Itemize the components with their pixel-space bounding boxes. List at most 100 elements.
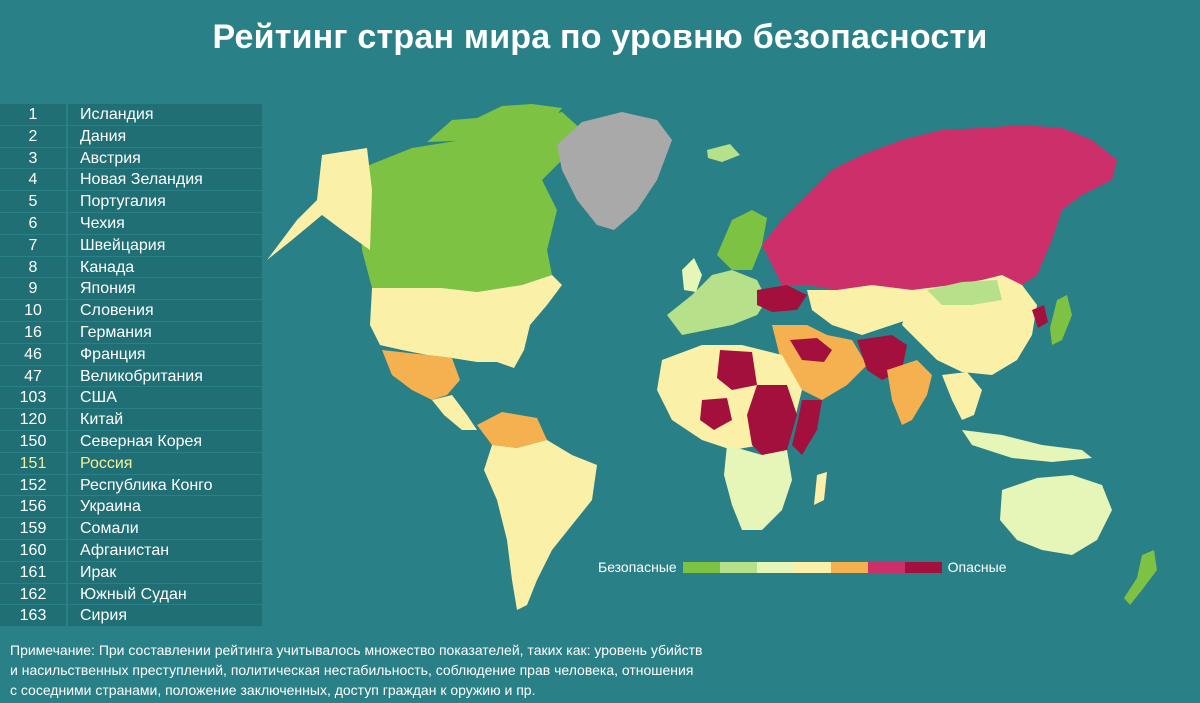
region-iceland: [707, 144, 740, 162]
region-syria-iraq: [790, 338, 832, 362]
ranking-position: 161: [0, 561, 66, 584]
ranking-country: Австрия: [68, 147, 262, 170]
region-australia: [1000, 475, 1112, 555]
ranking-position: 1: [0, 104, 66, 126]
region-india: [887, 360, 932, 425]
region-southern-africa: [724, 445, 792, 530]
ranking-row: 120 Китай: [0, 409, 262, 431]
ranking-country: Швейцария: [68, 234, 262, 257]
ranking-position: 10: [0, 300, 66, 322]
legend-color-segment: [830, 561, 868, 573]
ranking-row: 150 Северная Корея: [0, 430, 262, 453]
legend-color-segment: [867, 561, 905, 573]
ranking-row: 6 Чехия: [0, 212, 262, 235]
legend: Безопасные Опасные: [598, 559, 1007, 575]
legend-safe-label: Безопасные: [598, 559, 677, 575]
ranking-position: 156: [0, 496, 66, 519]
legend-color-scale: [682, 561, 942, 573]
ranking-country: Великобритания: [68, 365, 262, 388]
legend-color-segment: [719, 561, 757, 573]
ranking-row: 46 Франция: [0, 343, 262, 366]
ranking-row: 10 Словения: [0, 300, 262, 322]
region-russia: [762, 125, 1117, 290]
ranking-position: 46: [0, 343, 66, 366]
ranking-position: 2: [0, 125, 66, 148]
ranking-table: 1 Исландия 2 Дания 3 Австрия 4 Новая Зеландия 5 П…: [0, 104, 262, 628]
footnote: Примечание: При составлении рейтинга учи…: [10, 640, 850, 700]
ranking-position: 16: [0, 321, 66, 344]
ranking-position: 9: [0, 278, 66, 301]
ranking-row: 159 Сомали: [0, 518, 262, 540]
region-ukraine: [757, 285, 807, 312]
ranking-country: Ирак: [68, 561, 262, 584]
ranking-position: 7: [0, 234, 66, 257]
ranking-row: 161 Ирак: [0, 561, 262, 584]
ranking-position: 150: [0, 430, 66, 453]
region-sudan-south-sudan: [747, 385, 797, 460]
ranking-row: 9 Япония: [0, 278, 262, 301]
legend-color-segment: [793, 561, 831, 573]
ranking-country: Северная Корея: [68, 430, 262, 453]
region-japan: [1050, 295, 1072, 345]
ranking-row: 162 Южный Судан: [0, 583, 262, 606]
legend-color-segment: [682, 561, 720, 573]
ranking-row: 8 Канада: [0, 256, 262, 279]
ranking-position: 3: [0, 147, 66, 170]
page-title: Рейтинг стран мира по уровню безопасност…: [212, 18, 988, 56]
region-alaska: [267, 148, 372, 260]
region-mongolia: [927, 280, 1002, 305]
region-china: [902, 275, 1037, 375]
region-greenland: [557, 112, 672, 230]
region-new-zealand: [1124, 550, 1157, 605]
region-south-america: [484, 440, 597, 610]
ranking-position: 163: [0, 605, 66, 628]
ranking-country: Китай: [68, 409, 262, 431]
ranking-position: 5: [0, 191, 66, 213]
ranking-country: Сирия: [68, 605, 262, 628]
ranking-country: Сомали: [68, 518, 262, 540]
ranking-position: 159: [0, 518, 66, 540]
region-southeast-asia: [942, 372, 982, 420]
region-indonesia: [962, 430, 1092, 462]
ranking-position: 152: [0, 474, 66, 497]
region-canada: [357, 112, 582, 292]
region-western-europe: [667, 270, 767, 335]
ranking-country: Словения: [68, 300, 262, 322]
ranking-country: Дания: [68, 125, 262, 148]
ranking-position: 47: [0, 365, 66, 388]
ranking-row: 156 Украина: [0, 496, 262, 519]
legend-color-segment: [904, 561, 942, 573]
ranking-row: 152 Республика Конго: [0, 474, 262, 497]
legend-danger-label: Опасные: [947, 559, 1007, 575]
ranking-country: Россия: [68, 452, 262, 475]
region-north-korea: [1032, 305, 1048, 328]
ranking-row: 3 Австрия: [0, 147, 262, 170]
ranking-country: США: [68, 387, 262, 410]
region-somalia: [792, 400, 822, 455]
ranking-country: Украина: [68, 496, 262, 519]
ranking-country: Новая Зеландия: [68, 169, 262, 192]
region-mexico: [382, 350, 460, 400]
ranking-country: Республика Конго: [68, 474, 262, 497]
footnote-line-1: Примечание: При составлении рейтинга учи…: [10, 642, 703, 658]
ranking-position: 8: [0, 256, 66, 279]
ranking-row: 103 США: [0, 387, 262, 410]
ranking-country: Южный Судан: [68, 583, 262, 606]
ranking-row: 7 Швейцария: [0, 234, 262, 257]
region-arctic-islands: [427, 104, 562, 142]
world-map: [267, 104, 1157, 610]
ranking-country: Канада: [68, 256, 262, 279]
region-central-asia: [807, 285, 922, 335]
ranking-row: 47 Великобритания: [0, 365, 262, 388]
ranking-country: Афганистан: [68, 539, 262, 562]
ranking-row: 1 Исландия: [0, 104, 262, 126]
region-central-america: [432, 395, 477, 430]
legend-color-segment: [756, 561, 794, 573]
ranking-row: 160 Афганистан: [0, 539, 262, 562]
region-nigeria: [700, 398, 732, 430]
ranking-country: Португалия: [68, 191, 262, 213]
ranking-country: Чехия: [68, 212, 262, 235]
ranking-position: 6: [0, 212, 66, 235]
ranking-position: 160: [0, 539, 66, 562]
ranking-row: 2 Дания: [0, 125, 262, 148]
